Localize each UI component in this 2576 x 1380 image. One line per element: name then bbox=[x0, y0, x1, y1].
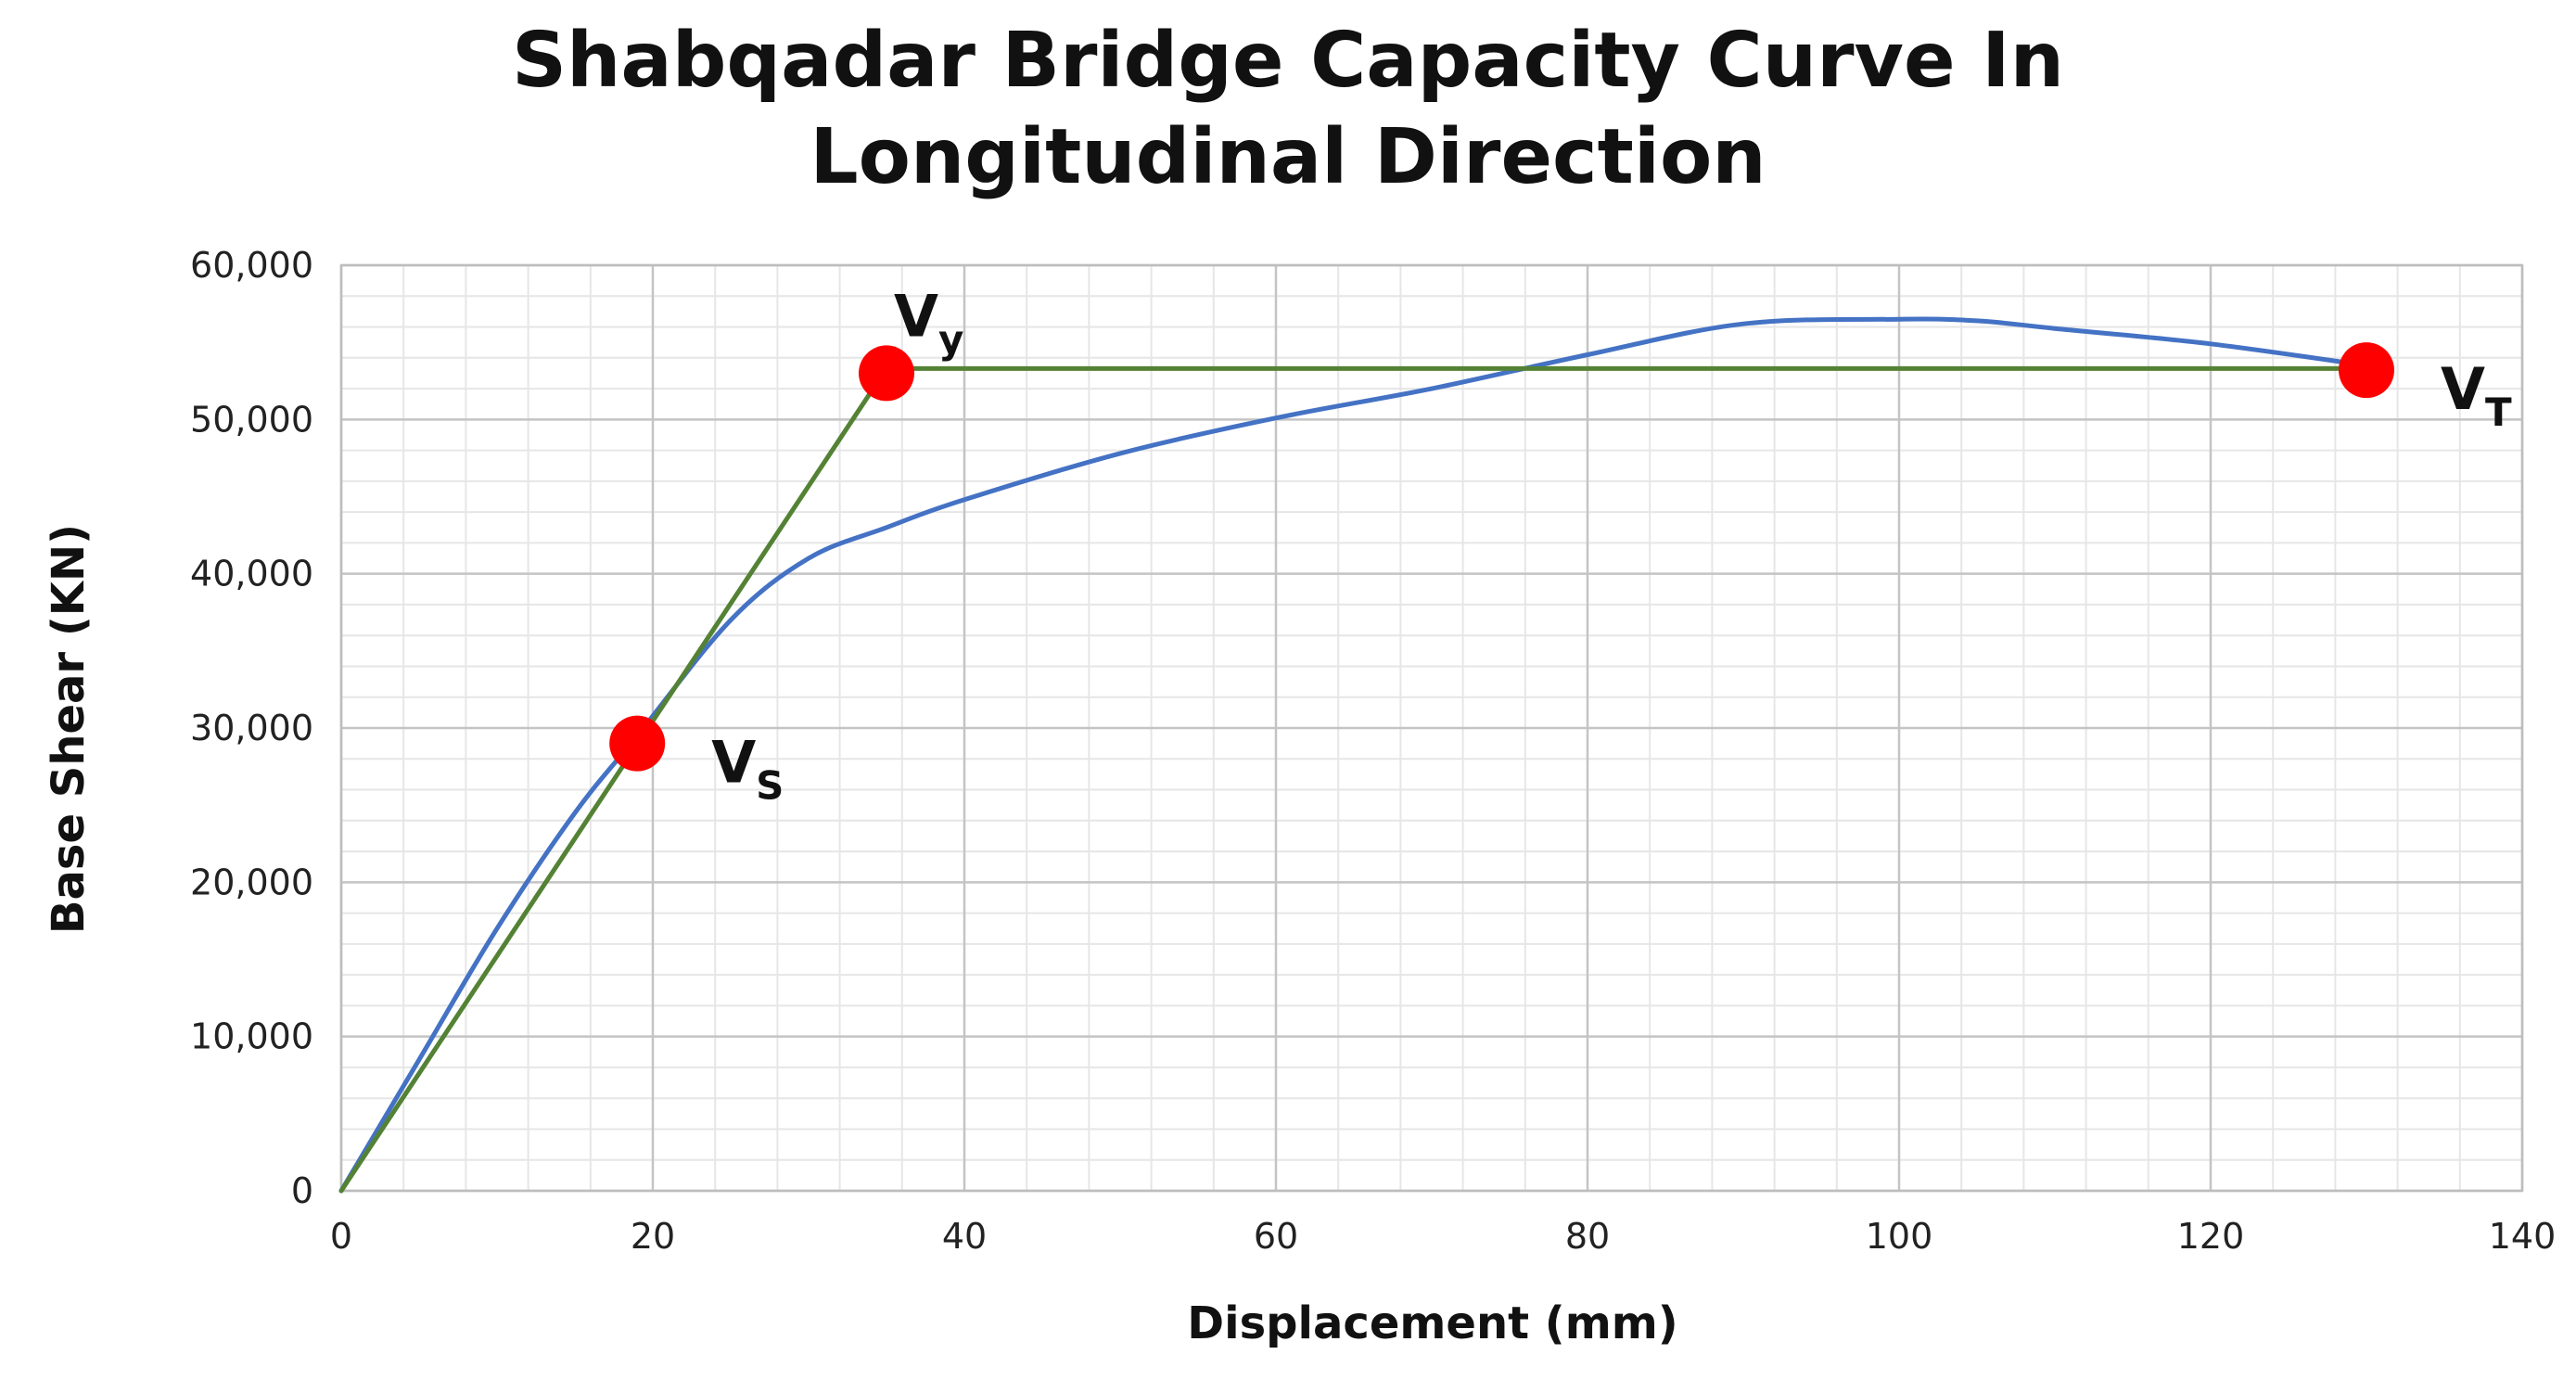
series-line-1 bbox=[338, 316, 2369, 1194]
marker-label-1: VS bbox=[711, 729, 784, 809]
y-axis-label: Base Shear (KN) bbox=[43, 524, 95, 934]
y-tick-label: 0 bbox=[291, 1170, 313, 1211]
x-tick-label: 0 bbox=[330, 1216, 352, 1257]
chart-title: Shabqadar Bridge Capacity Curve In Longi… bbox=[0, 13, 2576, 206]
x-axis-label: Displacement (mm) bbox=[1187, 1297, 1677, 1349]
chart-title-line-2: Longitudinal Direction bbox=[810, 113, 1766, 201]
y-tick-label: 10,000 bbox=[190, 1016, 313, 1057]
x-tick-label: 120 bbox=[2177, 1216, 2245, 1257]
x-tick-label: 100 bbox=[1866, 1216, 1933, 1257]
marker-point-1 bbox=[609, 715, 666, 772]
x-tick-label: 40 bbox=[942, 1216, 987, 1257]
y-tick-label: 20,000 bbox=[190, 862, 313, 902]
y-tick-label: 60,000 bbox=[190, 245, 313, 286]
y-tick-label: 40,000 bbox=[190, 554, 313, 594]
marker-layer: VS Vy VT bbox=[609, 282, 2512, 809]
y-tick-label: 30,000 bbox=[190, 708, 313, 748]
x-tick-label: 140 bbox=[2489, 1216, 2557, 1257]
x-tick-label: 20 bbox=[631, 1216, 675, 1257]
chart-title-line-1: Shabqadar Bridge Capacity Curve In bbox=[511, 17, 2065, 105]
x-tick-label: 80 bbox=[1565, 1216, 1610, 1257]
tick-labels: 0 20 40 60 80 100 120 140 0 10,000 20,000 30,000 40,… bbox=[190, 245, 2556, 1257]
plot-area bbox=[339, 263, 2524, 1193]
y-tick-label: 50,000 bbox=[190, 399, 313, 440]
marker-label-2: Vy bbox=[894, 282, 963, 362]
marker-point-2 bbox=[859, 345, 914, 402]
marker-point-3 bbox=[2339, 342, 2394, 399]
axes bbox=[339, 263, 2524, 1193]
marker-label-3: VT bbox=[2441, 355, 2512, 435]
major-gridlines bbox=[339, 263, 2524, 1193]
x-tick-label: 60 bbox=[1254, 1216, 1298, 1257]
